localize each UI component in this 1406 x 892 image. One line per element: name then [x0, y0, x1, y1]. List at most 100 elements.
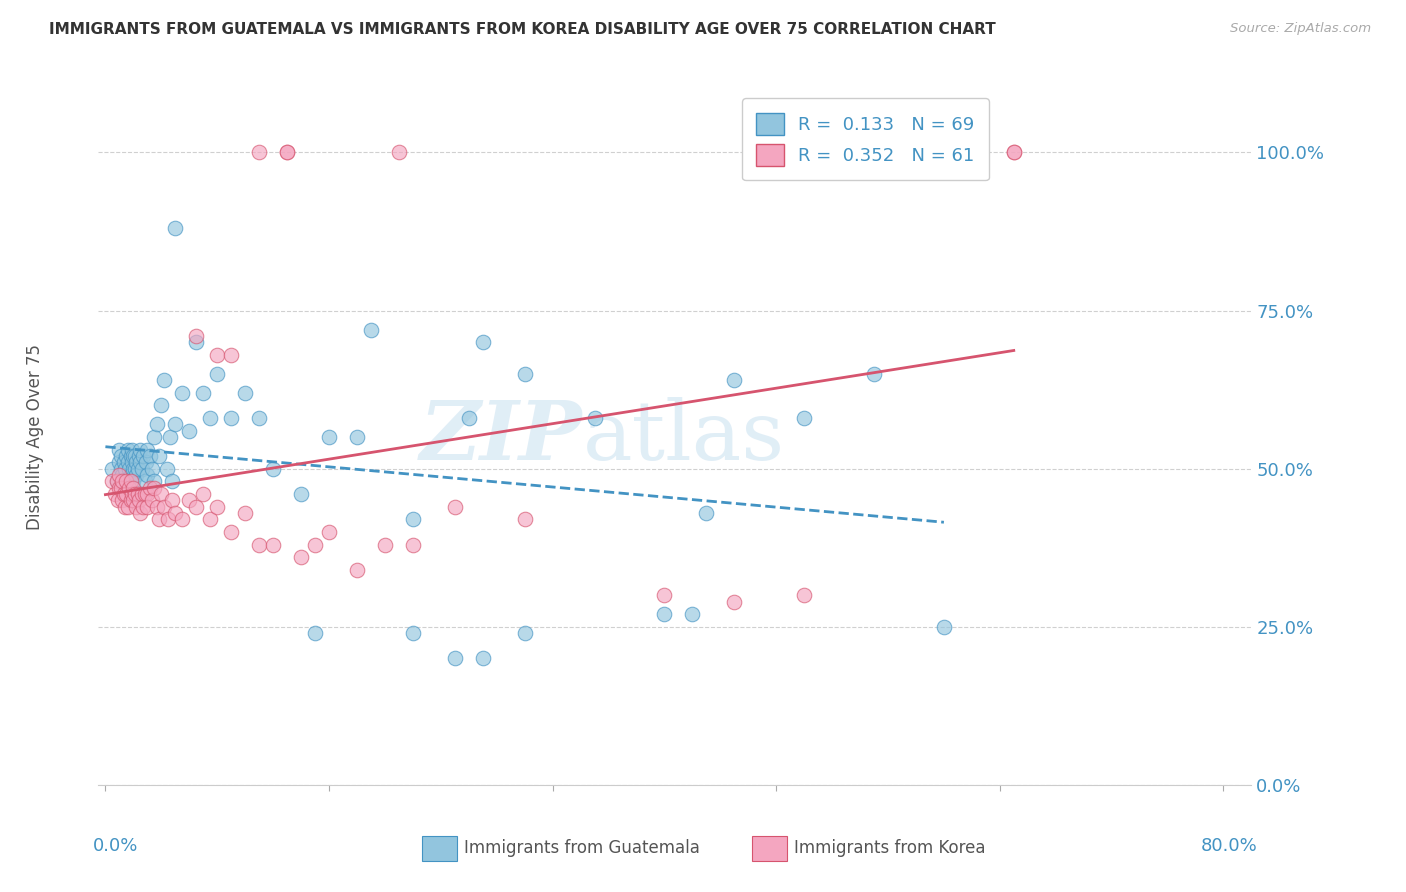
Point: [120, 449, 142, 463]
Point: [723, 594, 745, 608]
Point: [122, 449, 145, 463]
Point: [153, 500, 176, 514]
Point: [131, 487, 153, 501]
Point: [108, 468, 131, 483]
Point: [233, 385, 256, 400]
Point: [863, 367, 886, 381]
Point: [374, 538, 396, 552]
Point: [139, 481, 162, 495]
Point: [118, 481, 141, 495]
Point: [290, 487, 312, 501]
Point: [118, 461, 141, 475]
Point: [124, 487, 146, 501]
Point: [122, 481, 145, 495]
Point: [513, 512, 536, 526]
Point: [165, 221, 187, 235]
Point: [262, 538, 284, 552]
Point: [111, 493, 134, 508]
Point: [932, 620, 955, 634]
Point: [304, 626, 326, 640]
Point: [122, 475, 145, 489]
Point: [162, 475, 184, 489]
Point: [388, 145, 411, 160]
Point: [148, 449, 170, 463]
Point: [513, 367, 536, 381]
Point: [402, 512, 425, 526]
Point: [172, 512, 194, 526]
Point: [193, 487, 215, 501]
Point: [143, 481, 166, 495]
Point: [148, 512, 170, 526]
Point: [112, 455, 135, 469]
Point: [131, 461, 153, 475]
Point: [1002, 145, 1025, 160]
Point: [200, 411, 222, 425]
Point: [179, 493, 201, 508]
Point: [122, 461, 145, 475]
Point: [402, 538, 425, 552]
Point: [124, 449, 146, 463]
Point: [443, 500, 465, 514]
Point: [793, 411, 815, 425]
Point: [583, 411, 606, 425]
Point: [162, 493, 184, 508]
Point: [136, 442, 159, 457]
Point: [471, 335, 494, 350]
Point: [346, 563, 368, 577]
Point: [402, 626, 425, 640]
Point: [247, 145, 270, 160]
Text: ZIP: ZIP: [420, 397, 582, 477]
Point: [200, 512, 222, 526]
Text: Immigrants from Korea: Immigrants from Korea: [794, 839, 986, 857]
Point: [108, 442, 131, 457]
Point: [318, 524, 340, 539]
Point: [681, 607, 703, 622]
Point: [247, 411, 270, 425]
Point: [150, 487, 173, 501]
Point: [135, 455, 157, 469]
Point: [205, 348, 228, 362]
Point: [125, 468, 148, 483]
Point: [654, 588, 676, 602]
Point: [233, 506, 256, 520]
Point: [143, 430, 166, 444]
Point: [121, 442, 143, 457]
Point: [443, 651, 465, 665]
Point: [172, 385, 194, 400]
Point: [107, 493, 129, 508]
Point: [143, 475, 166, 489]
Point: [360, 322, 382, 336]
Point: [186, 335, 208, 350]
Point: [120, 475, 142, 489]
Point: [101, 461, 124, 475]
Point: [205, 500, 228, 514]
Point: [247, 538, 270, 552]
Point: [219, 524, 242, 539]
Point: [304, 538, 326, 552]
Point: [157, 512, 180, 526]
Point: [276, 145, 298, 160]
Point: [654, 607, 676, 622]
Point: [186, 329, 208, 343]
Point: [262, 461, 284, 475]
Point: [121, 487, 143, 501]
Point: [513, 626, 536, 640]
Point: [134, 487, 156, 501]
Point: [127, 461, 149, 475]
Point: [110, 449, 132, 463]
Point: [276, 145, 298, 160]
Point: [124, 461, 146, 475]
Point: [146, 500, 169, 514]
Point: [471, 651, 494, 665]
Point: [141, 493, 163, 508]
Point: [111, 468, 134, 483]
Point: [117, 455, 139, 469]
Point: [136, 500, 159, 514]
Point: [132, 449, 155, 463]
Point: [146, 417, 169, 432]
Point: [793, 588, 815, 602]
Point: [219, 411, 242, 425]
Point: [112, 487, 135, 501]
Point: [127, 487, 149, 501]
Point: [122, 493, 145, 508]
